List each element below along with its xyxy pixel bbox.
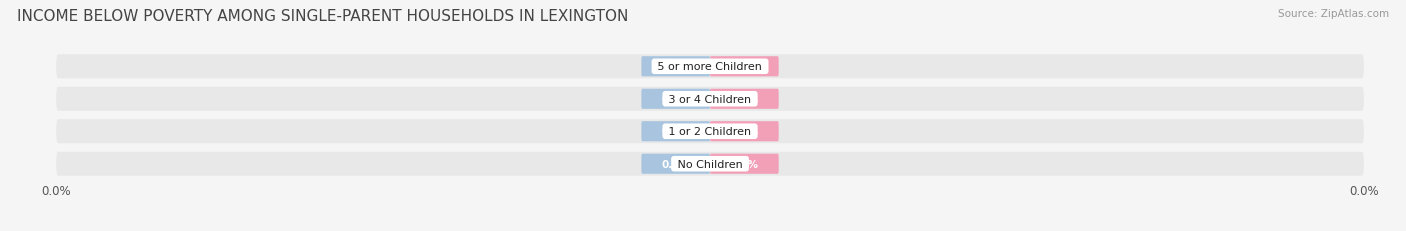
FancyBboxPatch shape bbox=[710, 154, 779, 174]
Text: 1 or 2 Children: 1 or 2 Children bbox=[665, 127, 755, 137]
Text: 0.0%: 0.0% bbox=[661, 159, 690, 169]
FancyBboxPatch shape bbox=[710, 122, 779, 142]
FancyBboxPatch shape bbox=[56, 55, 1364, 79]
FancyBboxPatch shape bbox=[641, 57, 710, 77]
FancyBboxPatch shape bbox=[710, 57, 779, 77]
Text: 0.0%: 0.0% bbox=[661, 127, 690, 137]
Text: 0.0%: 0.0% bbox=[661, 94, 690, 104]
FancyBboxPatch shape bbox=[56, 120, 1364, 144]
FancyBboxPatch shape bbox=[56, 87, 1364, 111]
FancyBboxPatch shape bbox=[56, 152, 1364, 176]
Text: No Children: No Children bbox=[673, 159, 747, 169]
FancyBboxPatch shape bbox=[641, 89, 710, 109]
Text: 0.0%: 0.0% bbox=[730, 127, 759, 137]
FancyBboxPatch shape bbox=[641, 154, 710, 174]
Text: Source: ZipAtlas.com: Source: ZipAtlas.com bbox=[1278, 9, 1389, 19]
Text: INCOME BELOW POVERTY AMONG SINGLE-PARENT HOUSEHOLDS IN LEXINGTON: INCOME BELOW POVERTY AMONG SINGLE-PARENT… bbox=[17, 9, 628, 24]
Text: 5 or more Children: 5 or more Children bbox=[654, 62, 766, 72]
FancyBboxPatch shape bbox=[641, 122, 710, 142]
Text: 0.0%: 0.0% bbox=[730, 94, 759, 104]
FancyBboxPatch shape bbox=[710, 89, 779, 109]
Text: 0.0%: 0.0% bbox=[661, 62, 690, 72]
Text: 0.0%: 0.0% bbox=[730, 62, 759, 72]
Text: 3 or 4 Children: 3 or 4 Children bbox=[665, 94, 755, 104]
Text: 0.0%: 0.0% bbox=[730, 159, 759, 169]
